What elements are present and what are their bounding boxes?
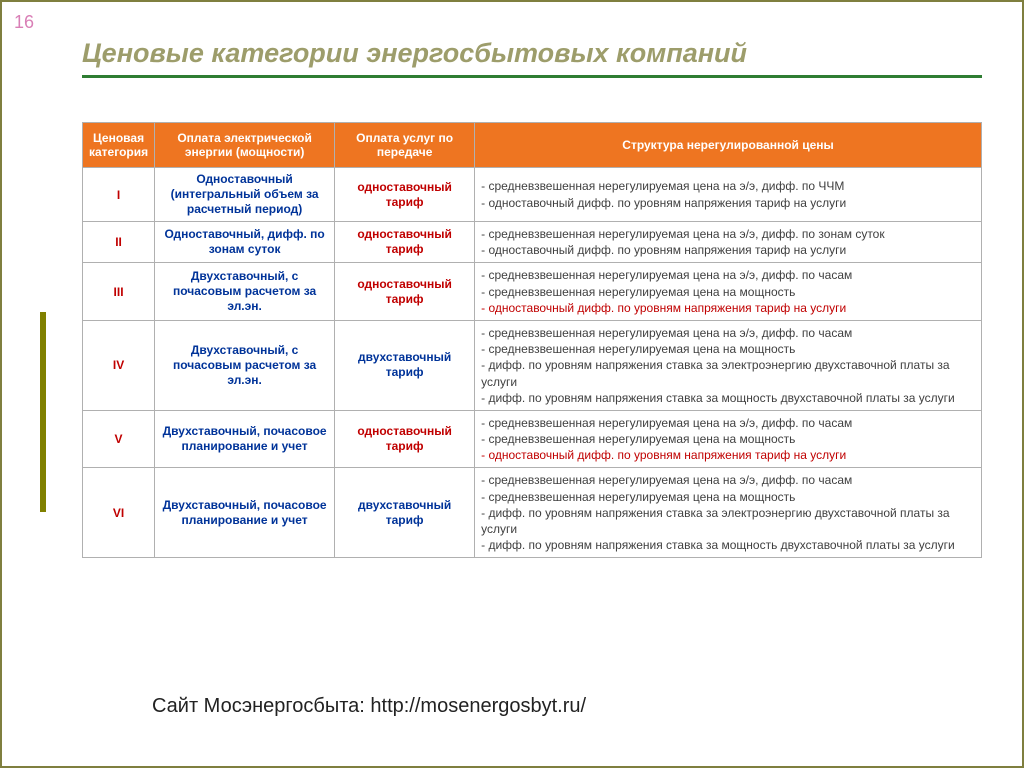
left-accent-bar [40, 312, 46, 512]
structure-line: - средневзвешенная нерегулируемая цена н… [481, 267, 975, 283]
energy-cell: Одноставочный, дифф. по зонам суток [155, 222, 335, 263]
category-cell: III [83, 263, 155, 321]
transfer-cell: одноставочный тариф [335, 263, 475, 321]
energy-cell: Двухставочный, почасовое планирование и … [155, 410, 335, 468]
structure-line: - средневзвешенная нерегулируемая цена н… [481, 325, 975, 341]
structure-line: - средневзвешенная нерегулируемая цена н… [481, 341, 975, 357]
title-underline [82, 75, 982, 78]
header-structure: Структура нерегулированной цены [475, 123, 982, 168]
structure-cell: - средневзвешенная нерегулируемая цена н… [475, 222, 982, 263]
structure-cell: - средневзвешенная нерегулируемая цена н… [475, 320, 982, 410]
structure-line: - одноставочный дифф. по уровням напряже… [481, 447, 975, 463]
transfer-cell: одноставочный тариф [335, 222, 475, 263]
table-row: VIДвухставочный, почасовое планирование … [83, 468, 982, 558]
structure-line: - средневзвешенная нерегулируемая цена н… [481, 472, 975, 488]
structure-line: - одноставочный дифф. по уровням напряже… [481, 300, 975, 316]
structure-line: - дифф. по уровням напряжения ставка за … [481, 505, 975, 537]
structure-line: - средневзвешенная нерегулируемая цена н… [481, 431, 975, 447]
transfer-cell: двухставочный тариф [335, 320, 475, 410]
structure-line: - средневзвешенная нерегулируемая цена н… [481, 226, 975, 242]
structure-line: - дифф. по уровням напряжения ставка за … [481, 537, 975, 553]
structure-cell: - средневзвешенная нерегулируемая цена н… [475, 468, 982, 558]
category-cell: II [83, 222, 155, 263]
header-category: Ценовая категория [83, 123, 155, 168]
price-category-table: Ценовая категория Оплата электрической э… [82, 122, 982, 558]
structure-cell: - средневзвешенная нерегулируемая цена н… [475, 168, 982, 222]
energy-cell: Двухставочный, с почасовым расчетом за э… [155, 263, 335, 321]
table-row: IIIДвухставочный, с почасовым расчетом з… [83, 263, 982, 321]
energy-cell: Двухставочный, почасовое планирование и … [155, 468, 335, 558]
structure-line: - одноставочный дифф. по уровням напряже… [481, 195, 975, 211]
category-cell: VI [83, 468, 155, 558]
structure-line: - средневзвешенная нерегулируемая цена н… [481, 178, 975, 194]
table-row: IОдноставочный (интегральный объем за ра… [83, 168, 982, 222]
category-cell: V [83, 410, 155, 468]
structure-cell: - средневзвешенная нерегулируемая цена н… [475, 410, 982, 468]
title-block: Ценовые категории энергосбытовых компани… [82, 38, 982, 78]
transfer-cell: одноставочный тариф [335, 168, 475, 222]
table-row: IIОдноставочный, дифф. по зонам сутокодн… [83, 222, 982, 263]
structure-line: - дифф. по уровням напряжения ставка за … [481, 390, 975, 406]
structure-line: - средневзвешенная нерегулируемая цена н… [481, 489, 975, 505]
header-transfer: Оплата услуг по передаче [335, 123, 475, 168]
table-header-row: Ценовая категория Оплата электрической э… [83, 123, 982, 168]
structure-line: - средневзвешенная нерегулируемая цена н… [481, 284, 975, 300]
structure-line: - средневзвешенная нерегулируемая цена н… [481, 415, 975, 431]
slide: 16 Ценовые категории энергосбытовых комп… [0, 0, 1024, 768]
slide-title: Ценовые категории энергосбытовых компани… [82, 38, 982, 69]
header-energy: Оплата электрической энергии (мощности) [155, 123, 335, 168]
category-cell: IV [83, 320, 155, 410]
table-row: IVДвухставочный, с почасовым расчетом за… [83, 320, 982, 410]
transfer-cell: одноставочный тариф [335, 410, 475, 468]
transfer-cell: двухставочный тариф [335, 468, 475, 558]
structure-cell: - средневзвешенная нерегулируемая цена н… [475, 263, 982, 321]
structure-line: - одноставочный дифф. по уровням напряже… [481, 242, 975, 258]
energy-cell: Одноставочный (интегральный объем за рас… [155, 168, 335, 222]
table-row: VДвухставочный, почасовое планирование и… [83, 410, 982, 468]
energy-cell: Двухставочный, с почасовым расчетом за э… [155, 320, 335, 410]
page-number: 16 [14, 12, 34, 33]
footer-source: Сайт Мосэнергосбыта: http://mosenergosby… [152, 695, 586, 718]
table-body: IОдноставочный (интегральный объем за ра… [83, 168, 982, 558]
structure-line: - дифф. по уровням напряжения ставка за … [481, 357, 975, 389]
category-cell: I [83, 168, 155, 222]
